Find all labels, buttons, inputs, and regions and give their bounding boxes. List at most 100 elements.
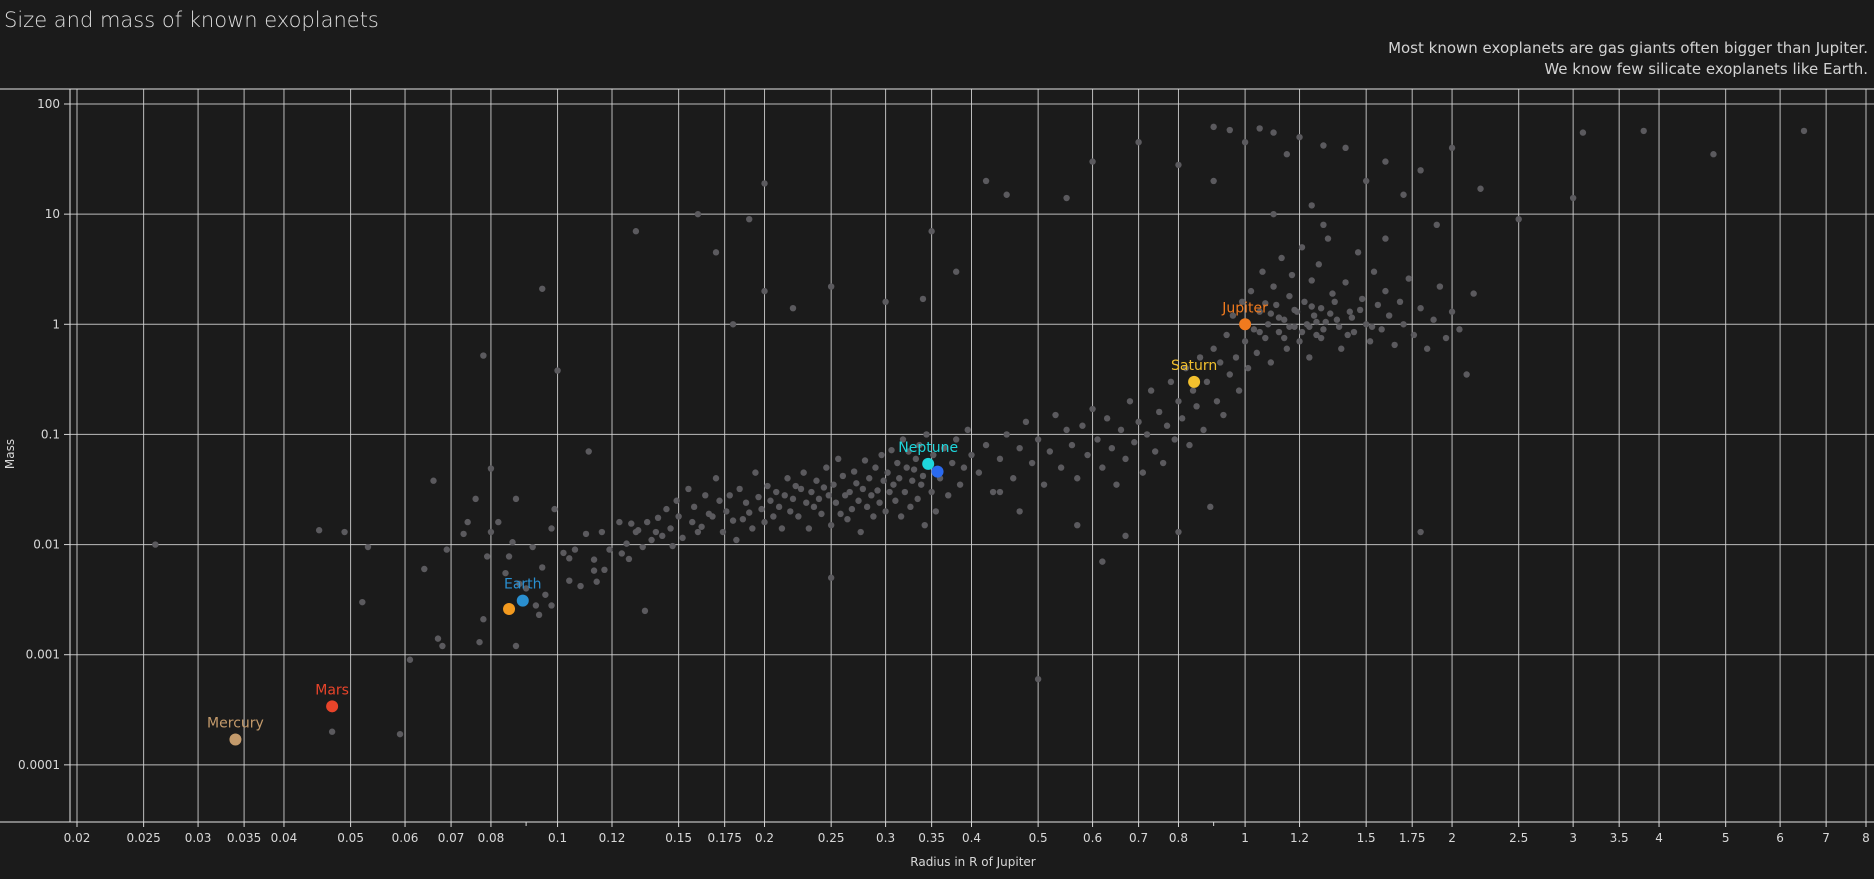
exoplanet-point[interactable] bbox=[827, 574, 835, 581]
exoplanet-point[interactable] bbox=[1515, 215, 1522, 223]
exoplanet-point[interactable] bbox=[835, 455, 842, 463]
exoplanet-point[interactable] bbox=[1358, 295, 1366, 303]
exoplanet-point[interactable] bbox=[746, 215, 753, 223]
exoplanet-point[interactable] bbox=[1131, 439, 1138, 446]
exoplanet-point[interactable] bbox=[1099, 558, 1106, 565]
exoplanet-point[interactable] bbox=[1270, 129, 1277, 136]
exoplanet-point[interactable] bbox=[800, 469, 807, 476]
exoplanet-point[interactable] bbox=[789, 304, 797, 312]
exoplanet-point[interactable] bbox=[813, 477, 820, 484]
exoplanet-point[interactable] bbox=[1278, 254, 1285, 262]
exoplanet-point[interactable] bbox=[1270, 210, 1277, 218]
exoplanet-point[interactable] bbox=[1306, 354, 1313, 361]
exoplanet-point[interactable] bbox=[1368, 323, 1376, 330]
exoplanet-point[interactable] bbox=[1433, 221, 1440, 229]
exoplanet-point[interactable] bbox=[1283, 345, 1291, 352]
exoplanet-point[interactable] bbox=[758, 505, 765, 513]
exoplanet-point[interactable] bbox=[1308, 202, 1315, 209]
exoplanet-point[interactable] bbox=[916, 441, 923, 449]
exoplanet-point[interactable] bbox=[797, 485, 805, 493]
exoplanet-point[interactable] bbox=[1163, 422, 1171, 429]
exoplanet-point[interactable] bbox=[487, 528, 495, 536]
exoplanet-point[interactable] bbox=[616, 518, 623, 526]
exoplanet-point[interactable] bbox=[1275, 314, 1283, 321]
exoplanet-point[interactable] bbox=[577, 582, 584, 590]
exoplanet-point[interactable] bbox=[509, 539, 516, 546]
exoplanet-point[interactable] bbox=[859, 485, 867, 493]
exoplanet-point[interactable] bbox=[844, 515, 851, 523]
exoplanet-point[interactable] bbox=[949, 459, 956, 467]
exoplanet-point[interactable] bbox=[1216, 359, 1224, 366]
exoplanet-point[interactable] bbox=[1099, 464, 1106, 471]
exoplanet-point[interactable] bbox=[863, 503, 871, 511]
exoplanet-point[interactable] bbox=[956, 481, 964, 488]
exoplanet-point[interactable] bbox=[480, 352, 487, 359]
exoplanet-point[interactable] bbox=[808, 488, 815, 496]
exoplanet-point[interactable] bbox=[1022, 418, 1030, 426]
exoplanet-point[interactable] bbox=[495, 518, 502, 526]
exoplanet-point[interactable] bbox=[1122, 455, 1129, 463]
exoplanet-point[interactable] bbox=[752, 469, 759, 476]
exoplanet-point[interactable] bbox=[1079, 422, 1086, 429]
exoplanet-point[interactable] bbox=[1324, 235, 1332, 242]
exoplanet-point[interactable] bbox=[585, 448, 592, 455]
exoplanet-point[interactable] bbox=[827, 283, 835, 290]
exoplanet-point[interactable] bbox=[1423, 345, 1431, 352]
exoplanet-point[interactable] bbox=[1046, 448, 1054, 455]
exoplanet-point[interactable] bbox=[1291, 323, 1298, 330]
exoplanet-point[interactable] bbox=[1310, 312, 1318, 319]
exoplanet-point[interactable] bbox=[1317, 304, 1325, 312]
exoplanet-point[interactable] bbox=[1400, 191, 1407, 198]
exoplanet-point[interactable] bbox=[1151, 448, 1159, 455]
exoplanet-point[interactable] bbox=[593, 578, 600, 585]
exoplanet-point[interactable] bbox=[1306, 323, 1313, 330]
exoplanet-point[interactable] bbox=[643, 518, 651, 526]
exoplanet-point[interactable] bbox=[1256, 328, 1263, 336]
exoplanet-point[interactable] bbox=[1470, 290, 1477, 297]
exoplanet-point[interactable] bbox=[868, 492, 875, 499]
planet-point-mars[interactable] bbox=[326, 700, 339, 713]
exoplanet-point[interactable] bbox=[1579, 129, 1587, 136]
exoplanet-point[interactable] bbox=[897, 513, 905, 520]
exoplanet-point[interactable] bbox=[548, 602, 555, 609]
exoplanet-point[interactable] bbox=[1175, 161, 1182, 169]
exoplanet-point[interactable] bbox=[1270, 283, 1277, 290]
exoplanet-point[interactable] bbox=[1288, 271, 1296, 279]
exoplanet-point[interactable] bbox=[1417, 304, 1424, 312]
exoplanet-point[interactable] bbox=[641, 607, 649, 615]
exoplanet-point[interactable] bbox=[818, 510, 825, 518]
exoplanet-point[interactable] bbox=[1193, 403, 1200, 410]
exoplanet-point[interactable] bbox=[1229, 312, 1237, 319]
exoplanet-point[interactable] bbox=[1003, 431, 1010, 438]
exoplanet-point[interactable] bbox=[1391, 341, 1398, 349]
exoplanet-point[interactable] bbox=[914, 495, 921, 503]
exoplanet-point[interactable] bbox=[673, 497, 680, 504]
exoplanet-point[interactable] bbox=[923, 431, 930, 438]
exoplanet-point[interactable] bbox=[1448, 308, 1456, 315]
exoplanet-point[interactable] bbox=[1313, 331, 1320, 339]
exoplanet-point[interactable] bbox=[1308, 277, 1315, 284]
exoplanet-point[interactable] bbox=[1113, 481, 1120, 488]
exoplanet-point[interactable] bbox=[1286, 323, 1293, 330]
exoplanet-point[interactable] bbox=[1281, 334, 1288, 342]
exoplanet-point[interactable] bbox=[512, 495, 520, 503]
exoplanet-point[interactable] bbox=[628, 520, 635, 527]
exoplanet-point[interactable] bbox=[909, 477, 916, 484]
exoplanet-point[interactable] bbox=[460, 530, 467, 538]
exoplanet-point[interactable] bbox=[601, 566, 608, 574]
exoplanet-point[interactable] bbox=[679, 534, 686, 542]
exoplanet-point[interactable] bbox=[1028, 459, 1036, 467]
exoplanet-point[interactable] bbox=[1052, 411, 1059, 419]
exoplanet-point[interactable] bbox=[1382, 287, 1389, 295]
exoplanet-point[interactable] bbox=[837, 510, 844, 518]
exoplanet-point[interactable] bbox=[1320, 326, 1327, 333]
exoplanet-point[interactable] bbox=[903, 464, 910, 471]
exoplanet-point[interactable] bbox=[1182, 364, 1190, 372]
exoplanet-point[interactable] bbox=[669, 542, 676, 550]
exoplanet-point[interactable] bbox=[861, 457, 869, 464]
exoplanet-point[interactable] bbox=[726, 492, 733, 499]
exoplanet-point[interactable] bbox=[1396, 298, 1404, 306]
exoplanet-point[interactable] bbox=[712, 475, 720, 482]
exoplanet-point[interactable] bbox=[719, 528, 727, 536]
exoplanet-point[interactable] bbox=[773, 488, 780, 496]
